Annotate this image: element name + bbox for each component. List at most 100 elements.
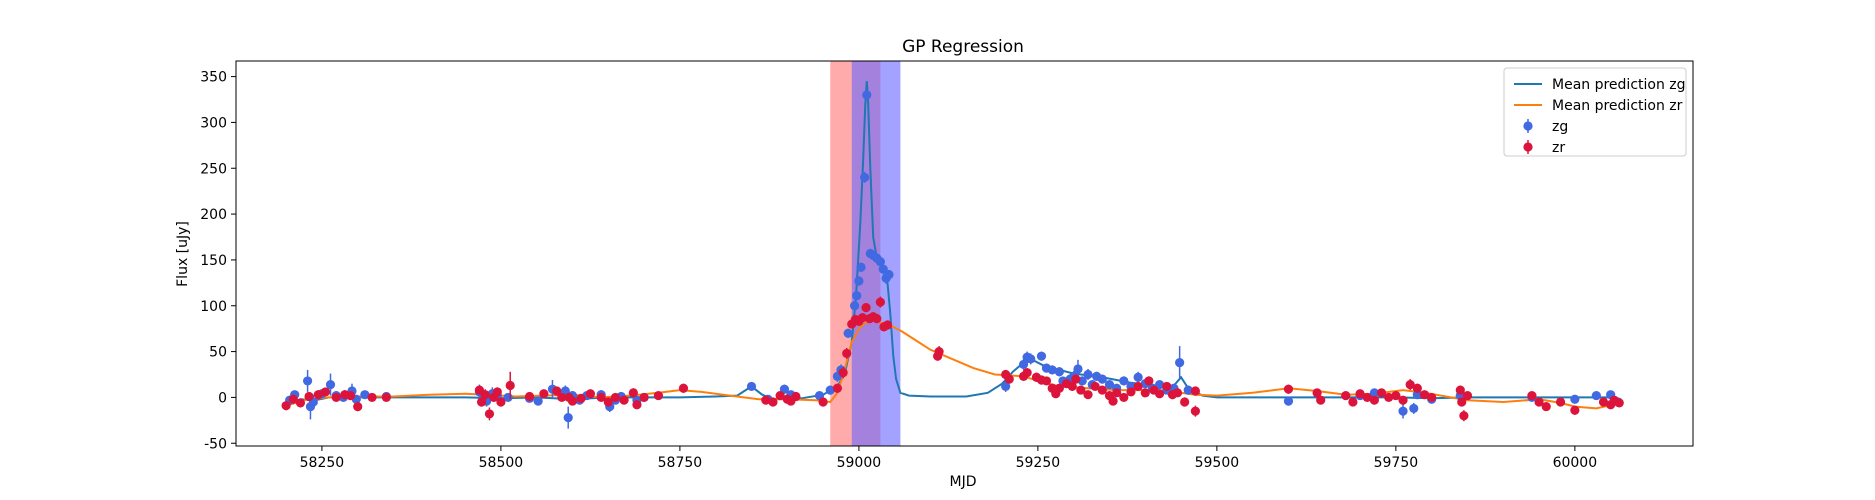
legend-swatch-2 [1523, 121, 1533, 131]
legend: Mean prediction zg Mean prediction zr zg zr [1503, 67, 1687, 157]
x-tick-label-0: 58250 [300, 455, 345, 471]
point-zr-2 [295, 398, 306, 408]
point-zr-73 [1076, 385, 1086, 395]
point-zr-86 [1155, 389, 1165, 399]
x-tick-label-1: 58500 [479, 455, 524, 471]
point-zr-95 [1316, 395, 1326, 405]
point-zg-42 [849, 301, 860, 311]
point-zg-87 [1398, 406, 1408, 416]
point-zr-78 [1108, 396, 1118, 406]
point-zg-68 [1083, 369, 1093, 380]
chart-title: GP Regression [902, 37, 1024, 57]
point-zr-92 [1190, 406, 1201, 416]
point-zr-57 [882, 320, 893, 330]
point-zr-82 [1133, 381, 1143, 392]
point-zg-58 [1026, 354, 1036, 364]
series-zg [285, 89, 1623, 429]
point-zr-74 [1083, 390, 1093, 400]
point-zr-105 [1405, 379, 1415, 390]
point-zr-90 [1180, 397, 1190, 407]
point-zr-18 [496, 397, 506, 407]
point-zr-25 [567, 396, 578, 406]
point-zg-76 [1133, 372, 1143, 382]
x-tick-label-6: 59750 [1374, 455, 1419, 471]
point-zr-23 [557, 392, 567, 403]
point-zg-52 [878, 264, 888, 274]
point-zr-121 [1614, 398, 1624, 408]
point-zr-5 [320, 387, 331, 397]
point-zg-33 [746, 381, 757, 392]
y-tick-label-4: 150 [200, 253, 227, 269]
point-zr-32 [628, 388, 638, 398]
plot-area: 58250 58500 58750 59000 59250 59500 59750 60000… [200, 60, 1694, 471]
point-zr-14 [480, 390, 490, 400]
point-zr-46 [842, 348, 852, 359]
point-zr-21 [539, 389, 549, 399]
point-zr-93 [1283, 384, 1294, 394]
y-tick-label-5: 200 [200, 207, 227, 223]
point-zr-10 [367, 392, 377, 403]
x-tick-label-4: 59250 [1016, 455, 1061, 471]
x-tick-label-5: 59500 [1195, 455, 1240, 471]
x-tick-label-7: 60000 [1553, 455, 1598, 471]
point-zr-20 [524, 391, 535, 402]
point-zg-94 [1591, 390, 1601, 401]
point-zg-88 [1409, 403, 1419, 414]
point-zg-41 [843, 328, 853, 338]
point-zg-93 [1570, 394, 1580, 404]
point-zr-55 [875, 297, 885, 307]
y-tick-label-6: 250 [200, 161, 227, 177]
point-zg-86 [1369, 388, 1379, 398]
legend-swatch-3 [1523, 142, 1533, 152]
point-zr-59 [934, 346, 944, 357]
point-zr-63 [1022, 368, 1032, 378]
point-zg-6 [325, 379, 336, 390]
y-tick-label-7: 300 [200, 115, 227, 131]
point-zr-112 [1462, 390, 1473, 401]
point-zr-26 [576, 393, 586, 403]
point-zr-91 [1190, 386, 1201, 396]
y-tick-label-3: 100 [200, 299, 227, 315]
point-zr-69 [1054, 383, 1064, 393]
point-zr-117 [1570, 405, 1580, 415]
point-zr-6 [331, 392, 341, 403]
point-zg-44 [854, 276, 864, 286]
point-zr-103 [1391, 390, 1401, 401]
mean-line-0 [285, 81, 1622, 406]
point-zg-84 [1283, 396, 1294, 406]
point-zg-71 [1097, 374, 1107, 384]
point-zg-56 [1018, 359, 1029, 370]
point-zr-97 [1348, 397, 1358, 407]
legend-label-2: zg [1552, 119, 1568, 135]
point-zr-35 [653, 390, 664, 401]
point-zr-72 [1071, 374, 1081, 384]
point-zr-66 [1041, 376, 1052, 386]
point-zr-8 [345, 390, 356, 401]
point-zr-29 [603, 397, 613, 407]
point-zr-83 [1140, 388, 1150, 398]
point-zr-107 [1419, 390, 1430, 400]
point-zr-44 [832, 383, 843, 393]
point-zr-36 [678, 383, 689, 393]
point-zr-28 [596, 392, 606, 403]
point-zr-109 [1455, 385, 1465, 395]
point-zr-87 [1162, 381, 1172, 392]
point-zr-98 [1355, 389, 1365, 399]
point-zg-79 [1155, 379, 1165, 390]
point-zg-2 [302, 376, 313, 386]
point-zr-76 [1097, 385, 1107, 395]
point-zr-100 [1369, 395, 1379, 405]
point-zg-66 [1073, 364, 1083, 374]
point-zg-45 [856, 262, 866, 272]
plot-inner [281, 61, 1624, 446]
point-zr-9 [353, 401, 363, 412]
point-zr-3 [304, 391, 314, 402]
point-zr-71 [1067, 381, 1077, 392]
point-zr-54 [872, 313, 882, 324]
point-zr-37 [761, 395, 771, 405]
point-zr-39 [775, 390, 785, 401]
point-zr-42 [791, 391, 801, 402]
point-zr-45 [838, 368, 848, 378]
point-zg-11 [360, 390, 370, 400]
